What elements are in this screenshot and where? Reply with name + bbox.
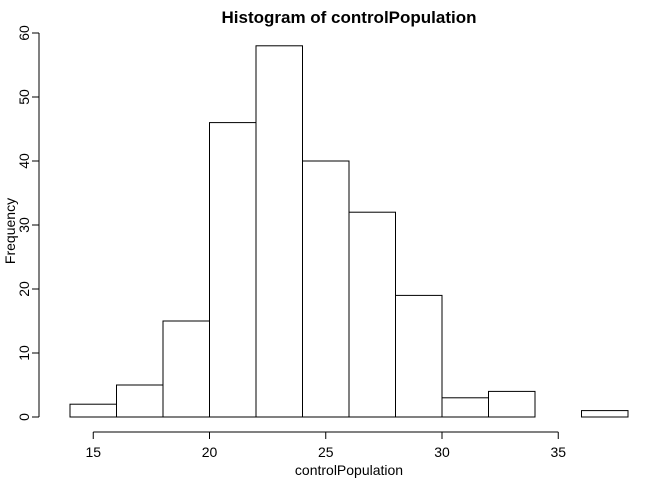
y-tick-label: 50: [16, 89, 32, 105]
x-tick-label: 35: [550, 444, 566, 460]
histogram-bar-3: [209, 122, 257, 418]
bar-group: [69, 45, 629, 418]
histogram-bar-7: [395, 294, 443, 418]
x-tick-label: 25: [318, 444, 334, 460]
x-tick-label: 30: [434, 444, 450, 460]
y-tick-label: 10: [16, 345, 32, 361]
histogram-bar-9: [488, 390, 536, 418]
y-axis-label: Frequency: [2, 198, 18, 264]
histogram-bar-11: [581, 410, 629, 418]
y-tick-label: 20: [16, 281, 32, 297]
histogram-bar-1: [116, 384, 164, 418]
histogram-bar-8: [441, 397, 489, 418]
histogram-bar-4: [255, 45, 303, 418]
chart-title: Histogram of controlPopulation: [222, 8, 477, 27]
x-axis: 15 20 25 30 35: [85, 431, 566, 460]
y-tick-label: 0: [16, 413, 32, 421]
histogram-bar-0: [69, 403, 117, 418]
x-tick-label: 20: [202, 444, 218, 460]
y-tick-label: 60: [16, 25, 32, 41]
y-tick-label: 40: [16, 153, 32, 169]
histogram-bar-6: [348, 211, 396, 418]
y-axis: 0 10 20 30 40 50 60: [16, 25, 40, 421]
histogram-bar-2: [162, 320, 210, 418]
x-tick-label: 15: [85, 444, 101, 460]
histogram-bar-5: [302, 160, 350, 418]
y-tick-label: 30: [16, 217, 32, 233]
x-axis-label: controlPopulation: [295, 462, 403, 478]
